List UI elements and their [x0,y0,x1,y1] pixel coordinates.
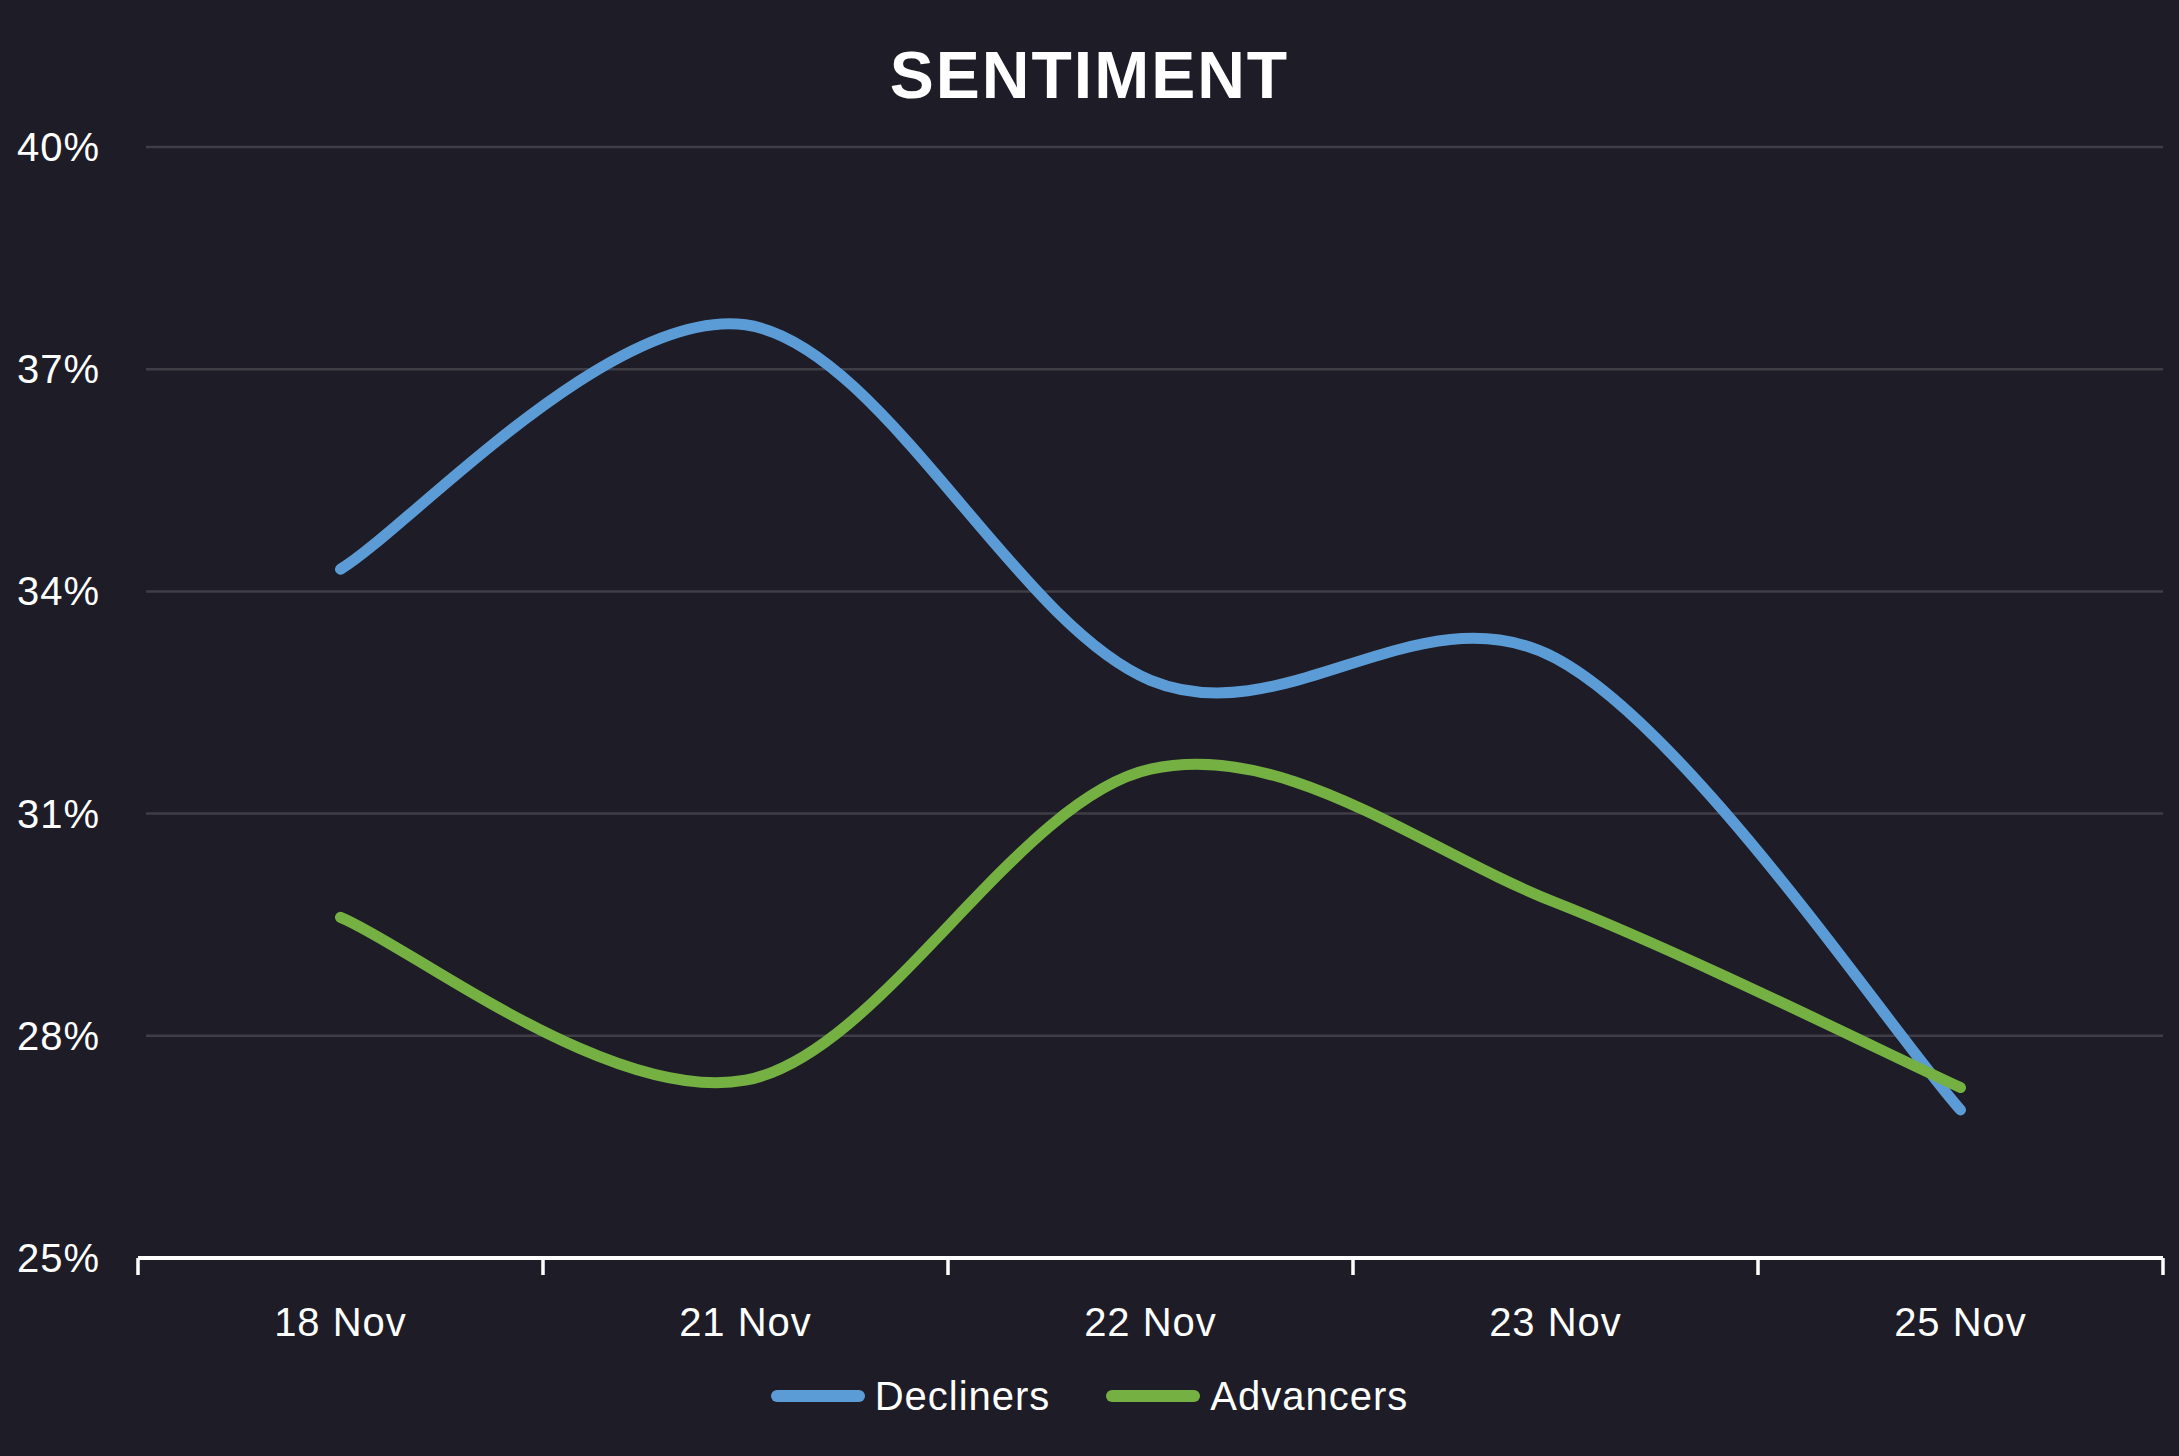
x-axis-label: 25 Nov [1894,1300,2027,1344]
x-axis-label: 23 Nov [1489,1300,1622,1344]
y-axis-label: 37% [17,347,100,391]
x-axis-label: 18 Nov [274,1300,407,1344]
chart-canvas: SENTIMENT 25%28%31%34%37%40%18 Nov21 Nov… [0,0,2179,1456]
y-axis-label: 40% [17,125,100,169]
x-axis-label: 22 Nov [1084,1300,1217,1344]
decliners-line-swatch-icon [771,1390,865,1402]
legend-item-decliners: Decliners [771,1376,1051,1416]
series-line-decliners [341,324,1961,1110]
y-axis-label: 25% [17,1236,100,1280]
y-axis-label: 34% [17,569,100,613]
advancers-line-swatch-icon [1106,1390,1200,1402]
sentiment-line-chart: 25% 28% 31% 34% 37% 40% 18 Nov 21 Nov 22 Nov 23 N… [0,0,2179,1456]
chart-legend: Decliners Advancers [0,1376,2179,1416]
y-axis-label: 31% [17,792,100,836]
legend-label-advancers: Advancers [1210,1376,1408,1416]
y-axis-label: 28% [17,1014,100,1058]
legend-label-decliners: Decliners [875,1376,1051,1416]
legend-item-advancers: Advancers [1106,1376,1408,1416]
x-axis-label: 21 Nov [679,1300,812,1344]
